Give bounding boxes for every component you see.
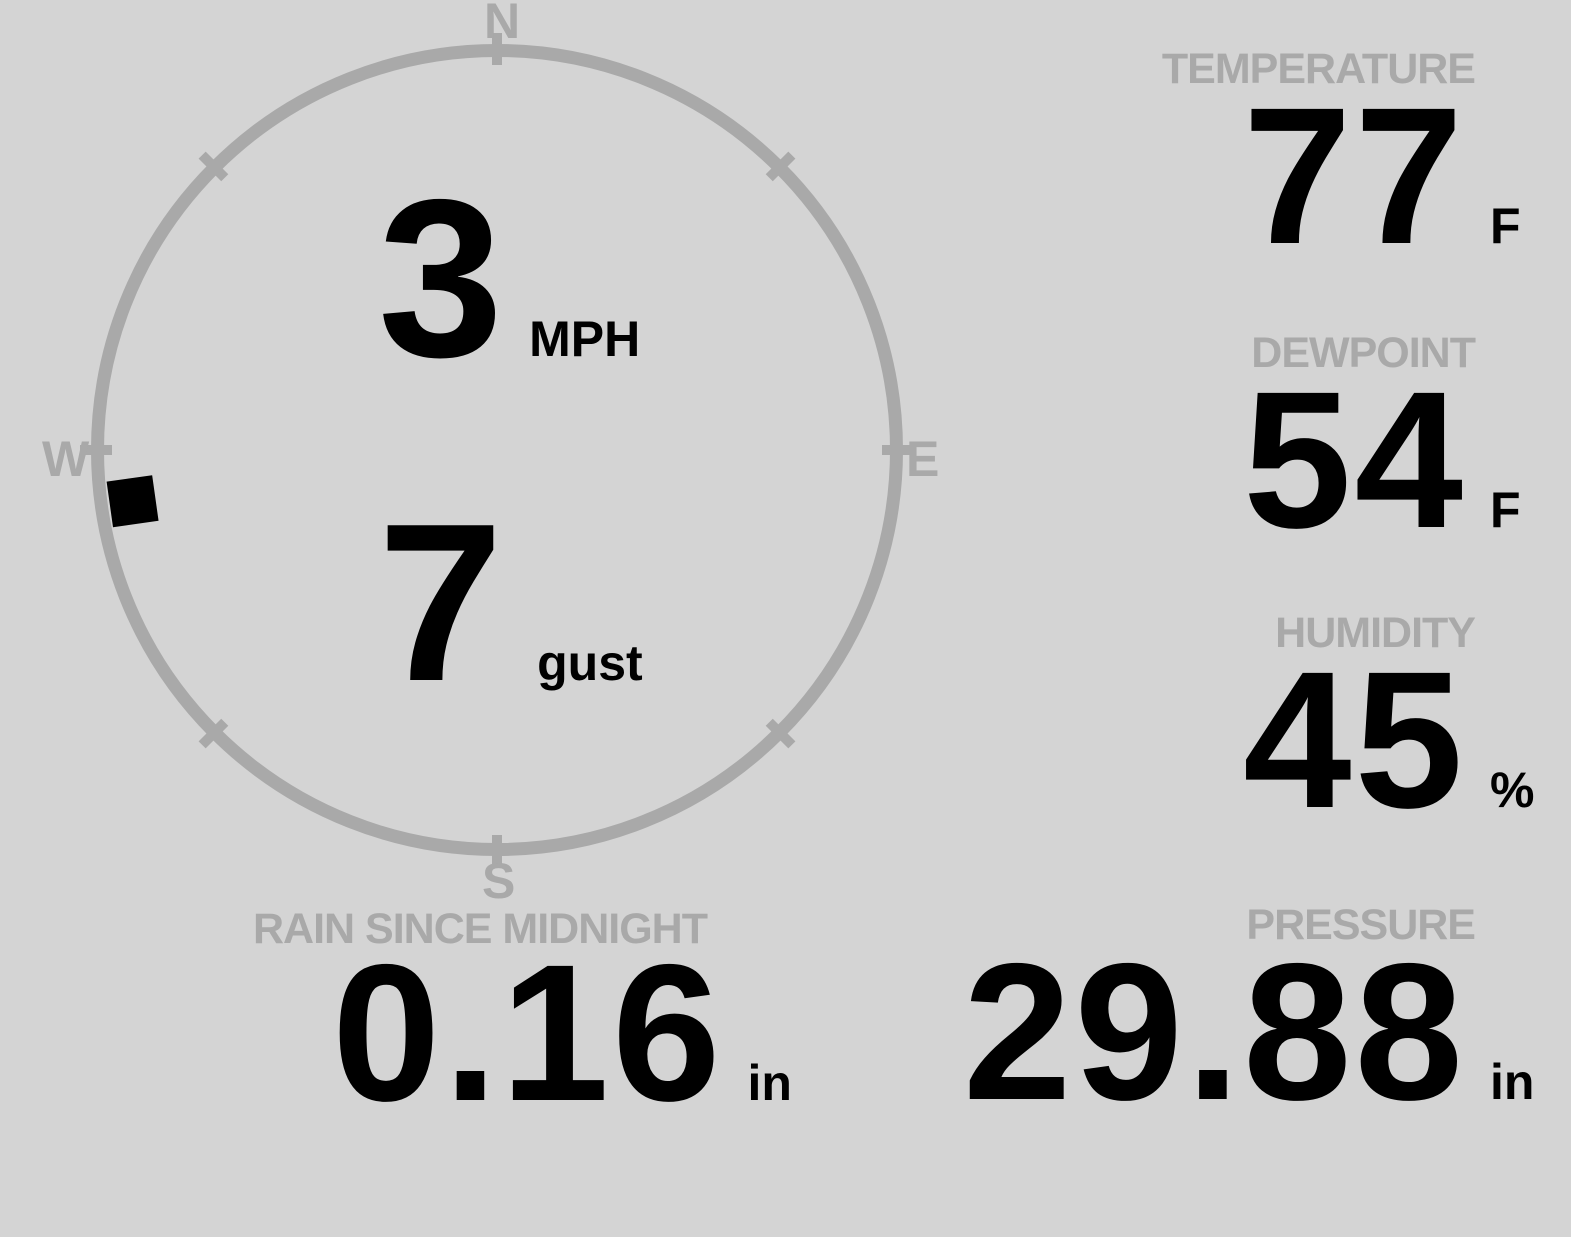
wind-speed-value: 3 bbox=[378, 152, 504, 404]
wind-direction-indicator bbox=[106, 475, 159, 528]
humidity-label: HUMIDITY bbox=[1275, 609, 1476, 657]
wind-gust-value: 7 bbox=[378, 476, 504, 728]
temperature-unit: F bbox=[1490, 198, 1521, 254]
metric-rain: 0.16 in bbox=[332, 936, 792, 1131]
rain-value: 0.16 bbox=[332, 924, 724, 1142]
compass-label-north: N bbox=[484, 0, 521, 49]
metric-humidity: HUMIDITY 45 % bbox=[1243, 612, 1545, 838]
humidity-unit: % bbox=[1490, 762, 1535, 818]
wind-speed-unit: MPH bbox=[529, 311, 641, 367]
rain-unit: in bbox=[747, 1055, 792, 1111]
humidity-value: 45 bbox=[1243, 631, 1466, 849]
compass-label-south: S bbox=[482, 853, 516, 909]
compass-label-east: E bbox=[906, 431, 940, 487]
metric-dewpoint: DEWPOINT 54 F bbox=[1243, 332, 1545, 558]
wind-speed: 3 MPH bbox=[378, 166, 640, 391]
wind-gust-unit: gust bbox=[537, 635, 643, 691]
metric-temperature: TEMPERATURE 77 F bbox=[1162, 48, 1545, 274]
dewpoint-unit: F bbox=[1490, 482, 1521, 538]
pressure-label: PRESSURE bbox=[1246, 901, 1476, 949]
pressure-unit: in bbox=[1490, 1054, 1535, 1110]
wind-gust: 7 gust bbox=[378, 490, 643, 715]
compass-label-west: W bbox=[42, 431, 90, 487]
temperature-value: 77 bbox=[1243, 67, 1466, 285]
dewpoint-value: 54 bbox=[1243, 351, 1466, 569]
dewpoint-label: DEWPOINT bbox=[1251, 329, 1476, 377]
pressure-value: 29.88 bbox=[963, 923, 1466, 1141]
rain-label: RAIN SINCE MIDNIGHT bbox=[253, 905, 708, 953]
temperature-label: TEMPERATURE bbox=[1161, 45, 1476, 93]
metric-pressure: PRESSURE 29.88 in bbox=[963, 904, 1545, 1130]
